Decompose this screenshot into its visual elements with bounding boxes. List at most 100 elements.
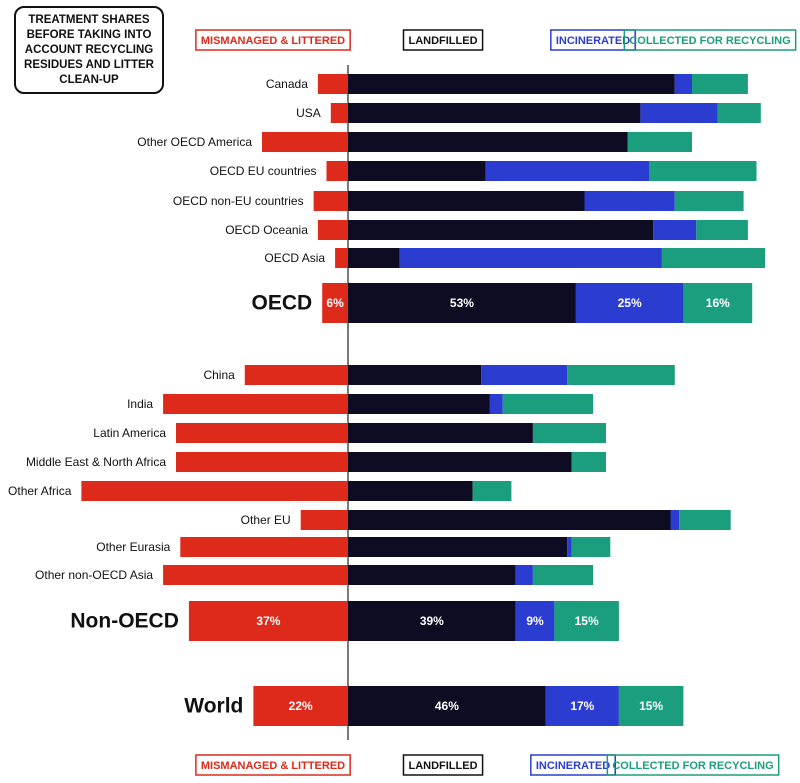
- bar-segment: [515, 565, 533, 585]
- legend-item: LANDFILLED: [402, 754, 484, 776]
- legend-item: INCINERATED: [550, 29, 636, 51]
- value-label: 46%: [435, 699, 459, 713]
- bar-segment: [348, 481, 473, 501]
- bar-segment: [674, 191, 744, 211]
- bar-segment: [330, 103, 348, 123]
- legend-item: COLLECTED FOR RECYCLING: [623, 29, 797, 51]
- bar-segment: [348, 423, 533, 443]
- legend-box: [623, 29, 797, 51]
- bar-segment: [176, 452, 348, 472]
- bar-segment: [81, 481, 349, 501]
- group-label: OECD: [252, 292, 313, 315]
- bar-segment: [176, 423, 348, 443]
- bar-segment: [472, 481, 512, 501]
- category-label: Other EU: [241, 513, 291, 527]
- bar-segment: [554, 601, 619, 641]
- legend-box: [606, 754, 780, 776]
- bar-segment: [348, 103, 641, 123]
- bar-segment: [571, 537, 611, 557]
- legend-label: MISMANAGED & LITTERED: [201, 760, 345, 772]
- value-label: 17%: [570, 699, 594, 713]
- bar-segment: [253, 686, 348, 726]
- category-label: OECD Oceania: [225, 223, 308, 237]
- bar-segment: [584, 191, 675, 211]
- category-label: OECD EU countries: [210, 164, 317, 178]
- bar-segment: [679, 510, 731, 530]
- bar-segment: [670, 510, 680, 530]
- group-label: World: [184, 695, 243, 718]
- bar-segment: [640, 103, 718, 123]
- bar-segment: [244, 365, 348, 385]
- category-label: Other Africa: [8, 484, 72, 498]
- bar-segment: [567, 365, 675, 385]
- bar-segment: [653, 220, 697, 240]
- bar-segment: [348, 191, 585, 211]
- bar-segment: [348, 74, 675, 94]
- category-label: Canada: [266, 77, 308, 91]
- bar-segment: [348, 132, 628, 152]
- bar-segment: [348, 283, 576, 323]
- legend-box: [550, 29, 636, 51]
- bar-segment: [348, 510, 671, 530]
- bar-segment: [502, 394, 594, 414]
- bar-segment: [485, 161, 649, 181]
- legend-box: [195, 29, 351, 51]
- category-label: Other OECD America: [137, 135, 252, 149]
- bar-segment: [683, 283, 753, 323]
- bar-segment: [649, 161, 757, 181]
- category-label: Other non-OECD Asia: [35, 568, 153, 582]
- bar-segment: [348, 161, 486, 181]
- value-label: 15%: [575, 614, 599, 628]
- bar-segment: [317, 220, 348, 240]
- bar-segment: [163, 565, 348, 585]
- legend-label: LANDFILLED: [408, 760, 477, 772]
- bar-segment: [532, 423, 606, 443]
- value-label: 22%: [289, 699, 313, 713]
- bar-segment: [348, 248, 400, 268]
- bar-segment: [696, 220, 748, 240]
- category-label: Middle East & North Africa: [26, 455, 166, 469]
- bar-segment: [489, 394, 503, 414]
- legend-label: LANDFILLED: [408, 35, 477, 47]
- bar-segment: [348, 452, 572, 472]
- bar-segment: [188, 601, 348, 641]
- bar-segment: [627, 132, 692, 152]
- category-label: Other Eurasia: [96, 540, 170, 554]
- bar-segment: [348, 365, 482, 385]
- value-label: 6%: [326, 296, 344, 310]
- legend-item: COLLECTED FOR RECYCLING: [606, 754, 780, 776]
- group-label: Non-OECD: [70, 610, 179, 633]
- value-label: 25%: [618, 296, 642, 310]
- category-label: Latin America: [93, 426, 166, 440]
- legend-label: INCINERATED: [536, 760, 610, 772]
- bar-segment: [515, 601, 555, 641]
- bar-segment: [348, 220, 654, 240]
- bar-segment: [348, 601, 516, 641]
- bar-segment: [717, 103, 761, 123]
- chart-title: TREATMENT SHARES BEFORE TAKING INTO ACCO…: [14, 6, 164, 94]
- value-label: 39%: [420, 614, 444, 628]
- bar-segment: [674, 74, 692, 94]
- bar-segment: [571, 452, 606, 472]
- value-label: 53%: [450, 296, 474, 310]
- bar-segment: [661, 248, 766, 268]
- legend-box: [195, 754, 351, 776]
- bar-segment: [348, 686, 546, 726]
- bar-segment: [300, 510, 348, 530]
- legend-item: MISMANAGED & LITTERED: [195, 29, 351, 51]
- value-label: 16%: [706, 296, 730, 310]
- legend-box: [530, 754, 616, 776]
- bar-segment: [532, 565, 594, 585]
- category-label: China: [203, 368, 235, 382]
- legend-label: COLLECTED FOR RECYCLING: [629, 35, 790, 47]
- bar-segment: [575, 283, 684, 323]
- legend-item: LANDFILLED: [402, 29, 484, 51]
- bar-segment: [348, 565, 516, 585]
- bar-segment: [180, 537, 348, 557]
- category-label: OECD Asia: [264, 251, 325, 265]
- bar-segment: [262, 132, 348, 152]
- legend-box: [402, 754, 484, 776]
- category-label: OECD non-EU countries: [173, 194, 304, 208]
- value-label: 9%: [526, 614, 544, 628]
